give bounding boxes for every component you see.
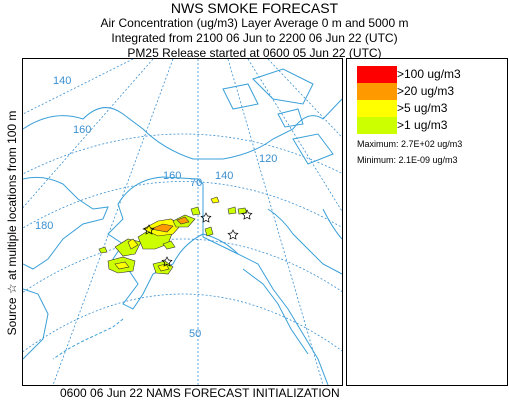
latitude-lines xyxy=(23,133,342,353)
plume-region xyxy=(114,261,130,270)
plume-region xyxy=(190,206,201,216)
source-star-icon xyxy=(200,212,212,223)
legend-swatch xyxy=(357,100,397,117)
forecast-title: NWS SMOKE FORECAST xyxy=(170,0,339,16)
legend-item: >1 ug/m3 xyxy=(357,117,497,134)
legend-label: >1 ug/m3 xyxy=(397,118,448,132)
grid-label-50: 50 xyxy=(189,328,201,340)
plume-region xyxy=(162,240,176,250)
plume-region xyxy=(210,196,220,204)
grid-label-140: 140 xyxy=(215,170,233,182)
legend-label: >20 ug/m3 xyxy=(397,84,455,98)
plume-region xyxy=(149,223,174,233)
map-svg: 140 160 180 160 140 120 70 50 xyxy=(23,59,342,385)
minimum-value: Minimum: 2.1E-09 ug/m3 xyxy=(357,155,458,165)
coastlines xyxy=(23,68,342,385)
grid-label-120: 120 xyxy=(259,153,277,165)
grid-label-160w: 160 xyxy=(73,124,91,136)
grid-label-160: 160 xyxy=(163,170,181,182)
plume-region xyxy=(127,238,139,250)
plume-region xyxy=(176,216,190,225)
grid-label-180: 180 xyxy=(35,220,53,232)
concentration-subtitle: Air Concentration (ug/m3) Layer Average … xyxy=(100,16,409,30)
plume-region xyxy=(237,207,248,215)
source-markers xyxy=(143,209,253,267)
source-side-label-text: Source ☆ at multiple locations from 100 … xyxy=(5,110,19,336)
footer-initialization: 0600 06 Jun 22 NAMS FORECAST INITIALIZAT… xyxy=(60,386,340,400)
plume-region xyxy=(204,226,214,237)
grid-label-140w: 140 xyxy=(53,75,71,87)
legend-swatch xyxy=(357,66,397,83)
legend-item: >5 ug/m3 xyxy=(357,100,497,117)
plume-region xyxy=(227,206,237,215)
legend-item: >100 ug/m3 xyxy=(357,66,497,83)
grid-labels: 140 160 180 160 140 120 70 50 xyxy=(35,75,277,340)
smoke-plumes xyxy=(98,196,248,275)
source-side-label: Source ☆ at multiple locations from 100 … xyxy=(1,60,23,386)
legend-swatch xyxy=(357,117,397,134)
legend-label: >5 ug/m3 xyxy=(397,101,448,115)
map-panel: 140 160 180 160 140 120 70 50 xyxy=(22,58,343,386)
meridian-lines xyxy=(23,59,342,385)
legend-panel: >100 ug/m3 >20 ug/m3 >5 ug/m3 >1 ug/m3 M… xyxy=(346,58,508,386)
legend-item: >20 ug/m3 xyxy=(357,83,497,100)
source-star-icon xyxy=(161,256,173,267)
plume-region xyxy=(157,263,170,272)
source-star-icon xyxy=(241,209,253,220)
integration-period: Integrated from 2100 06 Jun to 2200 06 J… xyxy=(111,31,398,45)
legend-swatch xyxy=(357,83,397,100)
release-info: PM25 Release started at 0600 05 Jun 22 (… xyxy=(127,46,382,60)
source-star-icon xyxy=(227,229,239,240)
source-star-icon xyxy=(143,224,155,235)
plume-region xyxy=(98,246,108,254)
maximum-value: Maximum: 2.7E+02 ug/m3 xyxy=(357,139,463,149)
legend-label: >100 ug/m3 xyxy=(397,67,461,81)
